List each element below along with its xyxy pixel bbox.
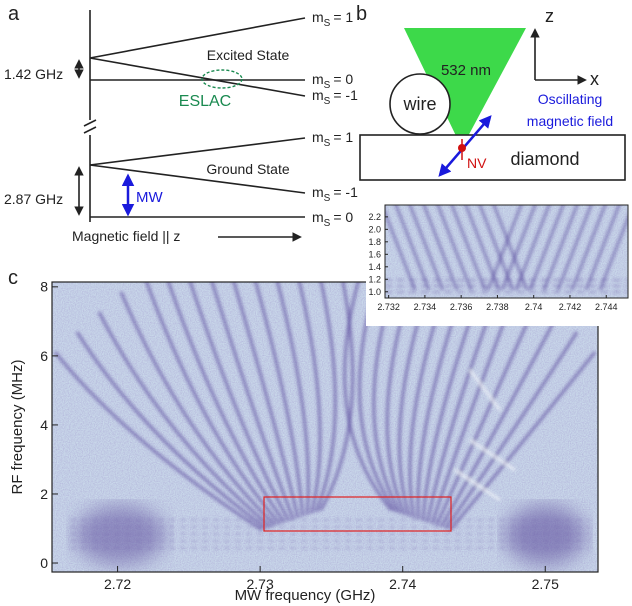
diamond-label: diamond xyxy=(510,149,579,169)
eslac-marker xyxy=(201,69,243,89)
x-axis-label: x xyxy=(590,69,599,89)
panel-label: a xyxy=(8,3,20,25)
level-label: mS = -1 xyxy=(312,184,358,204)
inset-axes: 2.732 2.734 2.736 2.738 2.74 2.742 2.744 1.0 1.2… xyxy=(368,212,617,312)
laser-beam xyxy=(404,28,526,140)
y-tick-label: 2.2 xyxy=(368,212,381,222)
panel-a: a Excited State ESLAC 1.42 GHz Ground St… xyxy=(4,3,358,244)
x-tick-label: 2.734 xyxy=(414,302,437,312)
excited-state-label: Excited State xyxy=(207,47,290,63)
diamond xyxy=(359,134,626,181)
level-line xyxy=(89,17,306,59)
wire-label: wire xyxy=(402,94,436,114)
panel-c: c 2.72 2.73 2.74 2.75 0 2 4 6 8 MW frequency (GH… xyxy=(8,267,599,604)
y-tick-label: 2 xyxy=(40,486,48,502)
x-tick-label: 2.75 xyxy=(532,576,559,592)
zoom-region xyxy=(263,496,452,532)
inset: 2.732 2.734 2.736 2.738 2.74 2.742 2.744 1.0 1.2… xyxy=(366,200,632,326)
level-label: mS = -1 xyxy=(312,87,358,107)
eslac-label: ESLAC xyxy=(179,93,231,110)
y-tick-label: 8 xyxy=(40,279,48,295)
field-label: magnetic field xyxy=(527,113,613,129)
field-label: Oscillating xyxy=(538,91,603,107)
level-line xyxy=(89,164,306,194)
level-labels: mS = 1mS = 0mS = -1mS = 1mS = -1mS = 0 xyxy=(312,9,358,229)
level-label: mS = 0 xyxy=(312,209,353,229)
laser-label: 532 nm xyxy=(441,62,491,79)
axes: 2.72 2.73 2.74 2.75 0 2 4 6 8 xyxy=(40,279,559,592)
y-tick-label: 1.0 xyxy=(368,287,381,297)
y-axis-label: RF frequency (MHz) xyxy=(9,359,26,494)
x-tick-label: 2.742 xyxy=(559,302,582,312)
x-tick-label: 2.732 xyxy=(377,302,400,312)
plot-frame xyxy=(51,281,599,573)
x-axis-label: MW frequency (GHz) xyxy=(235,587,376,604)
y-tick-label: 0 xyxy=(40,555,48,571)
splitting-label: 2.87 GHz xyxy=(4,191,63,207)
mw-label: MW xyxy=(136,189,163,206)
panel-label: c xyxy=(8,267,18,289)
field-axis-label: Magnetic field || z xyxy=(72,228,180,244)
axis-break xyxy=(83,126,97,134)
level-line xyxy=(89,57,306,97)
panel-b: b 532 nm z x wire diamond NV Oscillating… xyxy=(356,3,626,181)
z-axis-label: z xyxy=(545,6,554,26)
x-tick-label: 2.738 xyxy=(486,302,509,312)
x-tick-label: 2.72 xyxy=(104,576,131,592)
x-tick-label: 2.74 xyxy=(389,576,416,592)
panel-label: b xyxy=(356,3,367,25)
y-tick-label: 4 xyxy=(40,417,48,433)
x-tick-label: 2.73 xyxy=(247,576,274,592)
x-tick-label: 2.736 xyxy=(450,302,473,312)
nv-label: NV xyxy=(467,155,487,171)
x-tick-label: 2.74 xyxy=(525,302,543,312)
heatmap xyxy=(52,282,598,572)
y-tick-label: 1.4 xyxy=(368,262,381,272)
y-tick-label: 1.6 xyxy=(368,249,381,259)
x-tick-label: 2.744 xyxy=(595,302,618,312)
y-tick-label: 2.0 xyxy=(368,224,381,234)
splitting-label: 1.42 GHz xyxy=(4,66,63,82)
y-tick-label: 1.2 xyxy=(368,274,381,284)
y-tick-label: 6 xyxy=(40,348,48,364)
ground-state-label: Ground State xyxy=(206,161,289,177)
level-label: mS = 1 xyxy=(312,9,353,29)
wire xyxy=(389,73,451,135)
axis-break xyxy=(83,119,97,127)
level-line xyxy=(89,137,306,166)
inset-frame xyxy=(384,204,629,299)
inset-heatmap xyxy=(385,205,628,298)
level-label: mS = 1 xyxy=(312,129,353,149)
level-label: mS = 0 xyxy=(312,71,353,91)
y-tick-label: 1.8 xyxy=(368,237,381,247)
